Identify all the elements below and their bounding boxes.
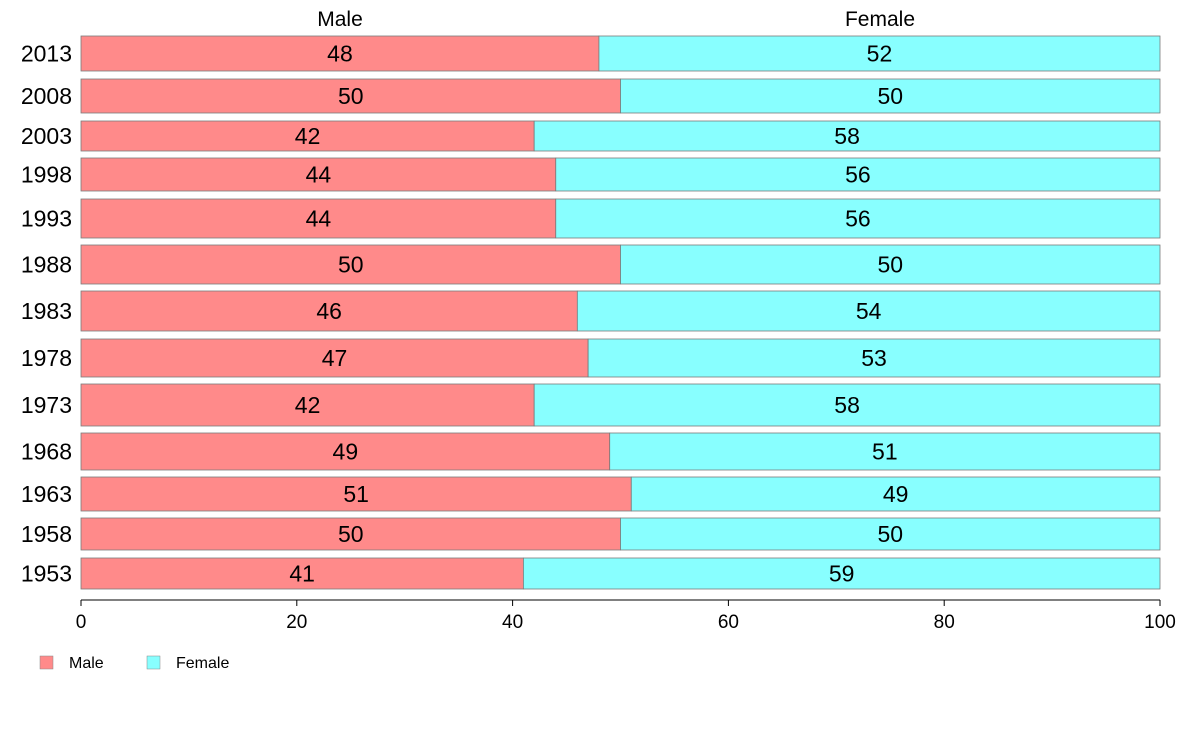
year-label: 1973 <box>21 392 72 418</box>
data-label-male: 42 <box>295 123 321 149</box>
year-label: 2013 <box>21 41 72 67</box>
bar-segment-female <box>587 338 1161 378</box>
data-label-female: 59 <box>829 561 855 587</box>
x-tick-label: 40 <box>502 612 523 633</box>
data-label-male: 50 <box>338 83 364 109</box>
column-header-female: Female <box>845 8 915 31</box>
bar-segment-male <box>80 157 557 192</box>
legend-swatch-male <box>39 655 54 670</box>
year-label: 1968 <box>21 439 72 465</box>
bar-segment-female <box>555 198 1161 239</box>
bar-segment-male <box>80 476 632 512</box>
bar-segment-female <box>620 244 1161 285</box>
bar-segment-male <box>80 557 524 590</box>
data-label-female: 50 <box>877 521 903 547</box>
data-label-male: 47 <box>322 345 348 371</box>
x-tick-label: 80 <box>934 612 955 633</box>
year-label: 2008 <box>21 83 72 109</box>
data-label-male: 44 <box>306 206 332 232</box>
bar-segment-male <box>80 120 535 152</box>
data-label-male: 44 <box>306 162 332 188</box>
bar-segment-male <box>80 517 621 551</box>
bar-segment-female <box>555 157 1161 192</box>
bar-segment-female <box>620 78 1161 114</box>
bar-segment-male <box>80 290 578 332</box>
bar-segment-male <box>80 35 600 72</box>
bar-segment-male <box>80 383 535 427</box>
x-tick-label: 100 <box>1144 612 1176 633</box>
year-label: 2003 <box>21 123 72 149</box>
data-label-male: 50 <box>338 521 364 547</box>
year-label: 1993 <box>21 206 72 232</box>
bar-segment-female <box>630 476 1161 512</box>
bar-segment-female <box>620 517 1161 551</box>
bar-segment-male <box>80 338 589 378</box>
x-axis: 0 20 40 60 80 100 <box>76 599 1176 633</box>
data-label-female: 50 <box>877 83 903 109</box>
year-label: 1963 <box>21 481 72 507</box>
data-label-female: 51 <box>872 439 898 465</box>
year-label: 1988 <box>21 252 72 278</box>
data-label-female: 58 <box>834 392 860 418</box>
x-tick-label: 20 <box>286 612 307 633</box>
bar-segment-female <box>533 120 1161 152</box>
bar-segment-female <box>576 290 1161 332</box>
bar-segment-female <box>598 35 1161 72</box>
bar-segment-female <box>522 557 1161 590</box>
data-label-male: 41 <box>289 561 315 587</box>
bar-segment-female <box>609 432 1161 471</box>
data-label-male: 51 <box>343 481 369 507</box>
data-label-male: 42 <box>295 392 321 418</box>
data-label-female: 58 <box>834 123 860 149</box>
year-label: 1978 <box>21 345 72 371</box>
data-label-male: 50 <box>338 252 364 278</box>
data-label-female: 50 <box>877 252 903 278</box>
data-label-male: 48 <box>327 41 353 67</box>
data-label-female: 56 <box>845 206 871 232</box>
legend: Male Female <box>39 655 229 672</box>
year-label: 1998 <box>21 162 72 188</box>
year-label: 1958 <box>21 521 72 547</box>
year-label: 1983 <box>21 298 72 324</box>
bars-group: 2013 48 52 2008 50 50 2003 42 58 1998 44 56 1993 44 56… <box>21 35 1161 590</box>
data-label-female: 53 <box>861 345 887 371</box>
x-tick-label: 60 <box>718 612 739 633</box>
data-label-female: 52 <box>867 41 893 67</box>
bar-segment-female <box>533 383 1161 427</box>
column-header-male: Male <box>317 8 363 31</box>
data-label-female: 56 <box>845 162 871 188</box>
legend-label-female: Female <box>176 655 229 672</box>
year-label: 1953 <box>21 561 72 587</box>
data-label-female: 49 <box>883 481 909 507</box>
data-label-female: 54 <box>856 298 882 324</box>
legend-label-male: Male <box>69 655 104 672</box>
bar-segment-male <box>80 432 611 471</box>
data-label-male: 49 <box>333 439 359 465</box>
legend-swatch-female <box>146 655 161 670</box>
bar-segment-male <box>80 78 621 114</box>
x-tick-label: 0 <box>76 612 87 633</box>
data-label-male: 46 <box>316 298 342 324</box>
column-headers: Male Female <box>317 8 915 31</box>
bar-segment-male <box>80 198 557 239</box>
